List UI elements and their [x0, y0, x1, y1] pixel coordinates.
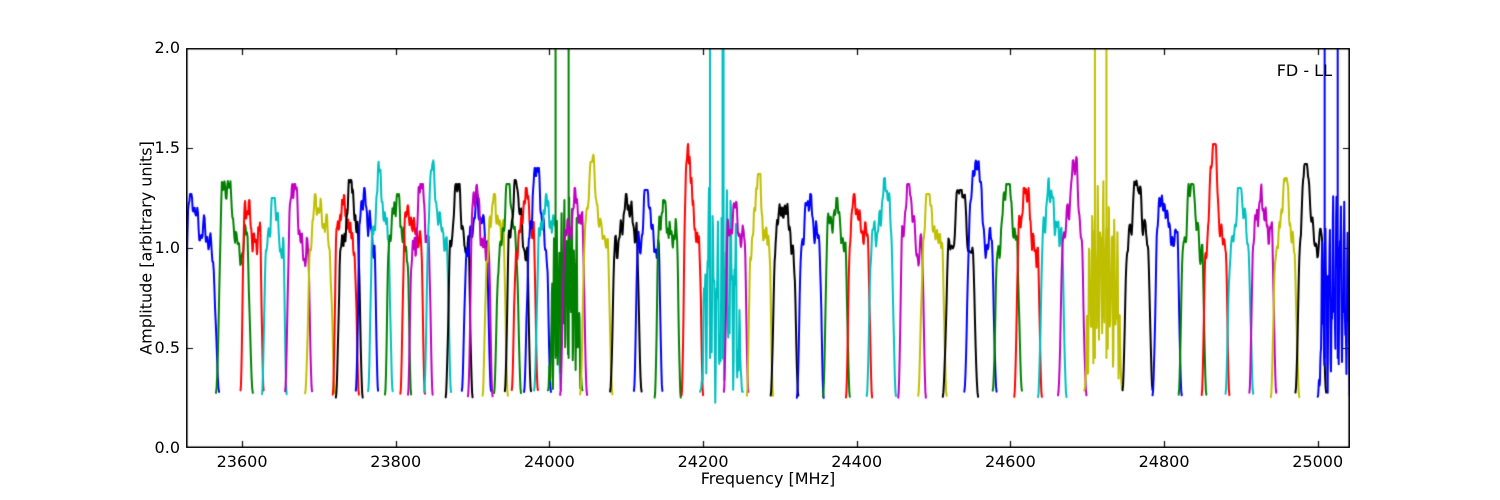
antenna-polarization-label: FD - LL [1276, 61, 1332, 80]
x-tick-label: 24000 [523, 452, 575, 471]
x-axis-label: Frequency [MHz] [700, 469, 836, 488]
x-tick-label: 24600 [984, 452, 1036, 471]
x-tick-label: 24200 [677, 452, 729, 471]
y-tick-label: 0.0 [154, 438, 180, 458]
x-tick-label: 24800 [1138, 452, 1190, 471]
y-tick-label: 2.0 [154, 38, 180, 58]
x-tick-label: 25000 [1292, 452, 1344, 471]
x-tick-label: 24400 [831, 452, 883, 471]
spectrum-plot-canvas [186, 48, 1350, 448]
y-tick-label: 1.0 [154, 238, 180, 258]
x-tick-label: 23600 [216, 452, 268, 471]
y-tick-label: 0.5 [154, 338, 180, 358]
x-tick-label: 23800 [370, 452, 422, 471]
y-tick-label: 1.5 [154, 138, 180, 158]
